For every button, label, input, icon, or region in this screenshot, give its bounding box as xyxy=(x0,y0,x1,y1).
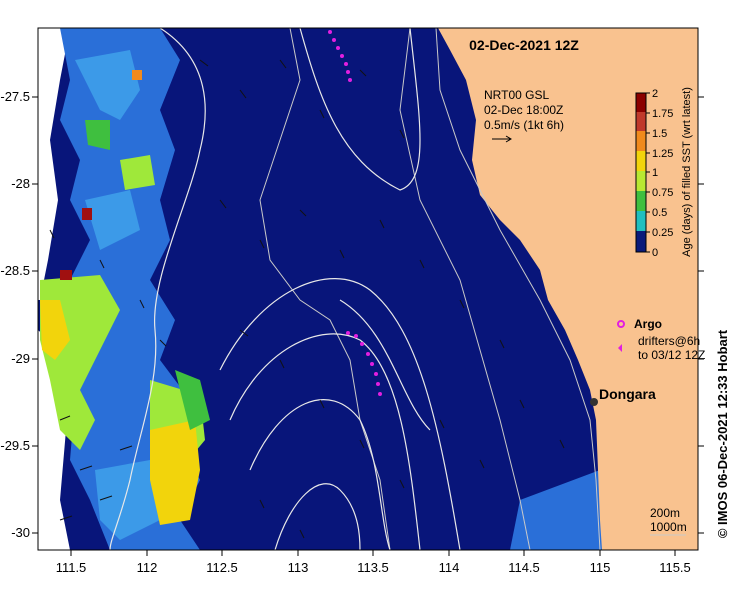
current-ref-line1: NRT00 GSL xyxy=(484,88,549,102)
dongara-marker xyxy=(590,398,598,406)
legend-argo: Argo xyxy=(634,317,662,331)
sst-age-patch-coast xyxy=(510,470,605,550)
map-plot-area xyxy=(38,28,698,550)
colorbar-tick-label: 0.5 xyxy=(652,207,667,219)
legend-drifters-line1: drifters@6h xyxy=(638,334,700,348)
map-frame xyxy=(37,27,699,551)
sst-age-patch-red-2 xyxy=(60,270,72,280)
colorbar: 2 1.75 1.5 1.25 1 0.75 0.5 0.25 0 Age (d… xyxy=(635,87,693,259)
current-reference: NRT00 GSL 02-Dec 18:00Z 0.5m/s (1kt 6h) xyxy=(484,88,564,143)
place-label: Dongara xyxy=(599,386,656,402)
colorbar-tick-label: 1.25 xyxy=(652,148,673,160)
colorbar-tick-label: 1.5 xyxy=(652,128,667,140)
credit-text: © IMOS 06-Dec-2021 12:33 Hobart xyxy=(715,329,730,538)
y-tick-label: -28 xyxy=(11,176,30,191)
argo-drifter-tracks xyxy=(328,30,382,396)
argo-marker-icon xyxy=(617,320,625,328)
land-mass xyxy=(438,28,698,550)
x-axis: 111.5 112 112.5 113 113.5 114 114.5 115 … xyxy=(56,550,691,575)
x-tick-label: 115 xyxy=(590,560,611,575)
y-tick-label: -28.5 xyxy=(0,263,30,278)
x-tick-label: 114.5 xyxy=(508,560,540,575)
sst-age-patch-lightblue xyxy=(75,50,160,540)
colorbar-tick-label: 2 xyxy=(652,88,658,100)
current-ref-line3: 0.5m/s (1kt 6h) xyxy=(484,118,564,132)
x-tick-label: 113 xyxy=(288,560,309,575)
x-tick-label: 115.5 xyxy=(659,560,691,575)
x-tick-label: 112 xyxy=(137,560,158,575)
sst-age-patch-green xyxy=(40,155,205,470)
colorbar-tick-label: 0.75 xyxy=(652,187,673,199)
depth-legend: 200m 1000m xyxy=(650,506,687,536)
colorbar-step xyxy=(636,131,646,151)
current-vectors xyxy=(49,59,565,539)
legend-drifters-line2: to 03/12 12Z xyxy=(638,348,705,362)
colorbar-tick-label: 1 xyxy=(652,167,658,179)
map-title: 02-Dec-2021 12Z xyxy=(469,37,579,53)
legend: Argo drifters@6h to 03/12 12Z xyxy=(617,317,705,362)
y-tick-label: -29.5 xyxy=(0,438,30,453)
colorbar-step xyxy=(636,231,646,252)
y-tick-label: -27.5 xyxy=(0,89,30,104)
colorbar-step xyxy=(636,151,646,171)
x-tick-label: 112.5 xyxy=(206,560,238,575)
colorbar-label: Age (days) of filled SST (wrt latest) xyxy=(681,87,693,257)
colorbar-tick-label: 1.75 xyxy=(652,108,673,120)
sst-isotherms xyxy=(109,28,461,550)
colorbar-tick-label: 0.25 xyxy=(652,227,673,239)
x-tick-label: 114 xyxy=(439,560,460,575)
colorbar-tick-label: 0 xyxy=(652,247,658,259)
colorbar-step xyxy=(636,93,646,112)
arrowhead-icon xyxy=(505,135,512,143)
current-ref-line2: 02-Dec 18:00Z xyxy=(484,103,563,117)
colorbar-step xyxy=(636,112,646,131)
x-tick-label: 111.5 xyxy=(56,560,87,575)
sst-age-patch-orange xyxy=(132,70,142,80)
y-tick-label: -29 xyxy=(11,351,30,366)
sst-age-patch-yellow xyxy=(40,300,200,525)
depth-contours xyxy=(259,28,601,550)
y-tick-label: -30 xyxy=(11,525,30,540)
drifter-marker-icon xyxy=(618,344,622,352)
depth-200-label: 200m xyxy=(650,506,680,520)
x-tick-label: 113.5 xyxy=(357,560,389,575)
sst-age-patch-darkgreen xyxy=(85,120,210,430)
sst-age-patch-red xyxy=(82,208,92,220)
depth-1000-label: 1000m xyxy=(650,520,687,534)
colorbar-step xyxy=(636,191,646,211)
y-axis: -27.5 -28 -28.5 -29 -29.5 -30 xyxy=(0,89,704,540)
colorbar-step xyxy=(636,211,646,231)
colorbar-step xyxy=(636,171,646,191)
